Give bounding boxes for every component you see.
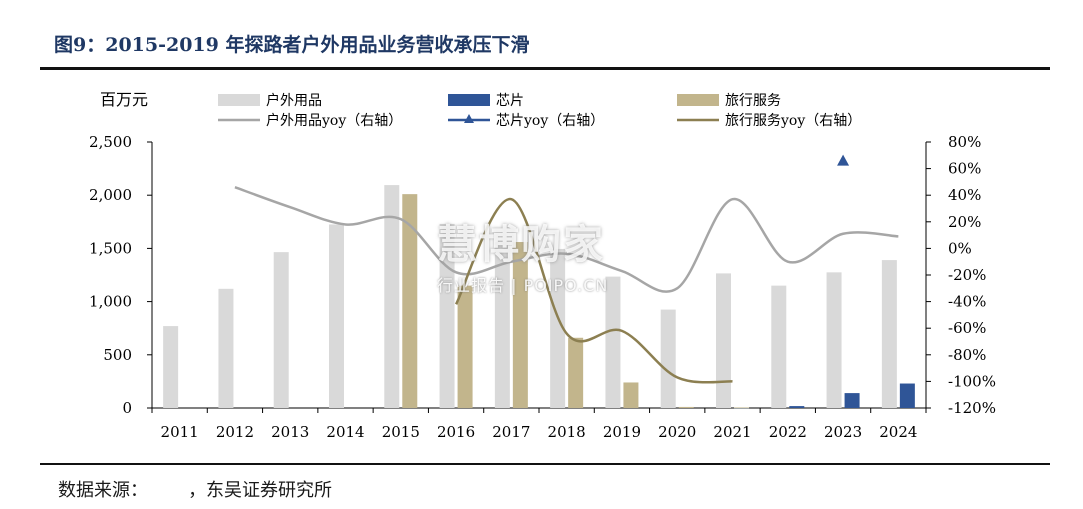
left-tick-label: 1,500 (89, 239, 132, 257)
left-axis-unit: 百万元 (100, 90, 148, 109)
figure-title: 图9：2015-2019 年探路者户外用品业务营收承压下滑 (54, 34, 530, 56)
legend-swatch (218, 94, 260, 106)
x-tick-label: 2020 (658, 423, 696, 441)
x-tick-label: 2013 (271, 423, 309, 441)
right-tick-label: -80% (948, 346, 986, 364)
bars (163, 185, 915, 409)
x-tick-label: 2023 (824, 423, 862, 441)
x-tick-label: 2019 (603, 423, 641, 441)
legend-label: 户外用品 (266, 92, 322, 109)
right-tick-label: 60% (948, 160, 981, 178)
right-tick-label: -40% (948, 293, 986, 311)
line-series (234, 186, 899, 293)
source-text: ，东吴证券研究所 (188, 480, 333, 501)
right-tick-label: 40% (948, 186, 981, 204)
right-tick-label: 80% (948, 133, 981, 151)
x-tick-label: 2014 (326, 423, 364, 441)
legend-label: 户外用品yoy（右轴） (266, 112, 402, 129)
legend-label: 旅行服务yoy（右轴） (725, 113, 861, 129)
legend-label: 芯片yoy（右轴） (496, 113, 604, 129)
x-tick-label: 2017 (492, 423, 530, 441)
line-point (837, 154, 850, 166)
source-note: 数据来源： ，东吴证券研究所 (58, 476, 332, 502)
legend-marker (464, 114, 474, 123)
x-tick-label: 2012 (216, 423, 254, 441)
right-tick-label: 20% (948, 213, 981, 231)
bar (512, 242, 528, 408)
bar (218, 288, 234, 408)
legend-swatch (448, 94, 490, 106)
x-tick-label: 2022 (769, 423, 807, 441)
bar (568, 337, 584, 408)
bar (844, 393, 860, 408)
bar (163, 326, 179, 408)
x-tick-label: 2016 (437, 423, 475, 441)
bar (660, 309, 676, 408)
bar (329, 224, 344, 408)
x-tick-label: 2018 (548, 423, 586, 441)
right-tick-label: -100% (948, 372, 996, 390)
bar (384, 185, 400, 408)
bar (899, 383, 915, 408)
legend-label: 旅行服务 (725, 93, 781, 109)
bar (494, 242, 510, 408)
x-tick-label: 2011 (161, 423, 199, 441)
bar (457, 285, 473, 408)
bar (605, 276, 621, 408)
bar (734, 407, 749, 409)
bar (623, 382, 639, 408)
bar (716, 273, 731, 408)
bar (789, 406, 805, 408)
title-rule (40, 67, 1050, 70)
bar (771, 285, 787, 408)
legend-label: 芯片 (496, 93, 524, 109)
right-tick-label: 0% (948, 239, 972, 257)
right-tick-label: -60% (948, 319, 986, 337)
line-series (454, 197, 733, 384)
legend-swatch (677, 94, 719, 106)
x-tick-label: 2021 (713, 423, 751, 441)
bar (881, 260, 897, 408)
left-tick-label: 0 (122, 399, 132, 417)
lines (234, 154, 899, 384)
bar (678, 406, 694, 408)
bar (550, 248, 566, 408)
bar (439, 223, 455, 408)
bar (402, 194, 418, 408)
left-tick-label: 500 (103, 346, 132, 364)
bar (826, 272, 842, 408)
right-tick-label: -20% (948, 266, 986, 284)
right-tick-label: -120% (948, 399, 996, 417)
source-rule (40, 463, 1050, 465)
x-tick-label: 2015 (382, 423, 420, 441)
source-label: 数据来源： (58, 480, 148, 501)
x-tick-label: 2024 (879, 423, 917, 441)
left-tick-label: 2,500 (89, 133, 132, 151)
left-tick-label: 2,000 (89, 186, 132, 204)
bar (273, 252, 289, 408)
left-tick-label: 1,000 (89, 293, 132, 311)
